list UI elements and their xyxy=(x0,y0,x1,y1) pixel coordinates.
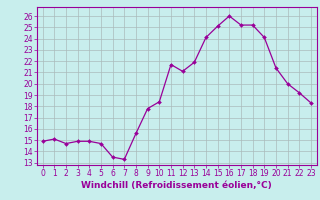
X-axis label: Windchill (Refroidissement éolien,°C): Windchill (Refroidissement éolien,°C) xyxy=(81,181,272,190)
